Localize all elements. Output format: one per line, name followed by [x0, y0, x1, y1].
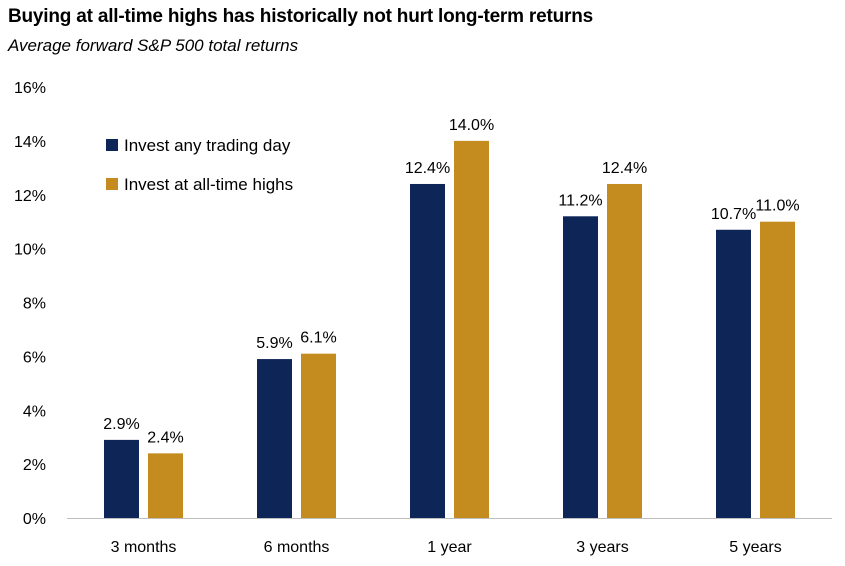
data-label: 14.0% [449, 117, 494, 134]
y-tick-label: 14% [14, 134, 46, 151]
data-label: 5.9% [256, 335, 292, 352]
bar [257, 359, 292, 518]
y-tick-label: 10% [14, 242, 46, 259]
legend-label: Invest any trading day [124, 136, 291, 155]
data-label: 12.4% [602, 160, 647, 177]
data-label: 2.4% [147, 429, 183, 446]
x-tick-label: 5 years [729, 539, 781, 556]
x-tick-label: 1 year [427, 539, 472, 556]
chart-subtitle: Average forward S&P 500 total returns [8, 36, 299, 55]
y-tick-label: 2% [23, 457, 46, 474]
bars-group: 2.9%2.4%5.9% 6.1%12.4%14.0%11.2%12.4%10.7… [103, 117, 800, 519]
data-label: 6.1% [300, 330, 336, 347]
bar [760, 221, 795, 518]
legend-swatch [106, 139, 118, 151]
bar [148, 453, 183, 518]
y-tick-label: 8% [23, 296, 46, 313]
legend: Invest any trading day Invest at all-time… [106, 136, 293, 194]
bar [563, 216, 598, 519]
bar [607, 183, 642, 518]
bar [454, 140, 489, 518]
bar [716, 229, 751, 519]
data-label: 10.7% [711, 206, 756, 223]
data-label: 11.2% [558, 192, 602, 209]
data-label: 12.4% [405, 160, 450, 177]
bar [301, 353, 336, 518]
y-tick-label: 16% [14, 80, 46, 97]
y-tick-label: 12% [14, 188, 46, 205]
data-label: 11.0% [755, 198, 799, 215]
x-tick-label: 6 months [264, 539, 330, 556]
y-tick-label: 6% [23, 349, 46, 366]
y-axis: 0% 2% 4% 6% 8% 10% 12% 14% 16% [14, 80, 46, 528]
x-tick-label: 3 months [111, 539, 177, 556]
bar [104, 439, 139, 518]
data-label: 2.9% [103, 416, 139, 433]
bar [410, 183, 445, 518]
x-tick-label: 3 years [576, 539, 628, 556]
chart-title: Buying at all-time highs has historicall… [8, 6, 593, 27]
legend-label: Invest at all-time highs [124, 175, 293, 194]
y-tick-label: 0% [23, 511, 46, 528]
legend-swatch [106, 178, 118, 190]
y-tick-label: 4% [23, 403, 46, 420]
x-axis: 3 months 6 months 1 year 3 years 5 years [111, 539, 782, 556]
